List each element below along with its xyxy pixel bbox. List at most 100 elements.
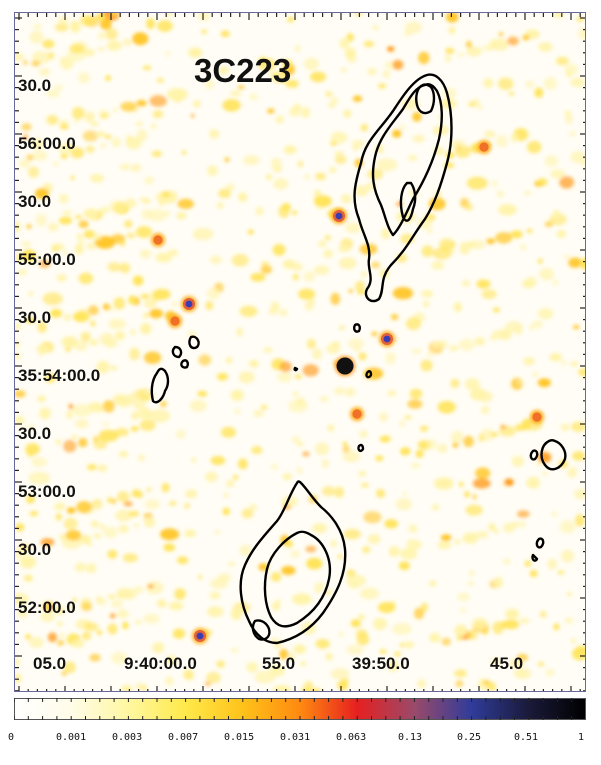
noise-blob xyxy=(209,255,222,264)
noise-blob xyxy=(489,335,496,341)
noise-blob xyxy=(119,163,131,171)
noise-blob xyxy=(463,435,474,448)
noise-blob xyxy=(15,673,22,684)
noise-blob xyxy=(71,404,93,417)
nucleus-source xyxy=(335,356,355,376)
noise-blob xyxy=(99,206,110,214)
noise-blob xyxy=(308,298,316,304)
noise-blob xyxy=(79,14,96,26)
noise-blob xyxy=(432,341,439,348)
noise-blob xyxy=(25,634,32,640)
noise-blob xyxy=(559,176,574,189)
noise-blob xyxy=(91,520,99,528)
noise-blob xyxy=(315,442,329,456)
noise-blob xyxy=(509,658,525,669)
noise-blob xyxy=(503,619,520,630)
noise-blob xyxy=(78,437,88,448)
noise-blob xyxy=(107,549,118,559)
noise-blob xyxy=(574,488,585,500)
noise-blob xyxy=(171,302,178,306)
noise-blob xyxy=(532,371,539,378)
noise-blob xyxy=(143,516,156,528)
noise-blob xyxy=(191,457,196,463)
noise-blob xyxy=(346,644,364,655)
noise-blob xyxy=(238,371,255,384)
noise-blob xyxy=(465,378,480,391)
noise-blob xyxy=(93,532,102,539)
noise-blob xyxy=(140,293,150,300)
noise-blob xyxy=(210,455,226,466)
noise-blob xyxy=(472,478,491,489)
noise-blob xyxy=(92,233,102,241)
noise-blob xyxy=(508,91,515,96)
noise-blob xyxy=(185,489,197,499)
noise-blob xyxy=(223,492,229,498)
noise-blob xyxy=(557,570,565,575)
noise-blob xyxy=(511,455,524,467)
noise-blob xyxy=(431,260,444,270)
noise-blob xyxy=(497,190,504,198)
noise-blob xyxy=(564,617,574,624)
radio-contour xyxy=(399,181,417,222)
noise-blob xyxy=(71,639,85,648)
noise-blob xyxy=(120,101,137,112)
noise-blob xyxy=(556,56,569,66)
noise-blob xyxy=(107,594,117,600)
noise-blob xyxy=(143,613,160,624)
noise-blob xyxy=(422,300,430,308)
noise-blob xyxy=(432,504,440,511)
noise-blob xyxy=(55,439,62,445)
noise-blob xyxy=(361,271,367,277)
noise-blob xyxy=(323,249,334,258)
radio-contour xyxy=(535,537,545,549)
noise-blob xyxy=(392,287,414,300)
noise-blob xyxy=(477,433,485,443)
noise-blob xyxy=(450,139,465,150)
noise-blob xyxy=(23,574,33,582)
noise-blob xyxy=(26,224,32,229)
noise-blob xyxy=(250,272,266,282)
noise-blob xyxy=(292,391,299,397)
noise-blob xyxy=(343,109,352,119)
noise-blob xyxy=(270,158,282,170)
noise-blob xyxy=(28,636,44,648)
noise-blob xyxy=(89,339,99,346)
noise-blob xyxy=(69,43,85,54)
colorbar-tick-label: 0.001 xyxy=(56,732,87,743)
noise-blob xyxy=(303,271,316,282)
noise-blob xyxy=(567,592,572,597)
noise-blob xyxy=(291,436,300,444)
noise-blob xyxy=(297,160,304,168)
noise-blob xyxy=(388,546,400,557)
noise-blob xyxy=(149,308,164,319)
noise-blob xyxy=(206,671,221,684)
noise-blob xyxy=(35,213,47,227)
noise-blob xyxy=(53,161,58,167)
noise-blob xyxy=(228,561,236,567)
noise-blob xyxy=(108,200,126,214)
noise-blob xyxy=(88,212,96,221)
noise-blob xyxy=(90,320,96,327)
noise-blob xyxy=(21,123,32,131)
noise-blob xyxy=(382,70,390,79)
noise-blob xyxy=(207,287,220,300)
noise-blob xyxy=(40,538,55,547)
noise-blob xyxy=(26,450,34,458)
noise-blob xyxy=(152,642,165,654)
noise-blob xyxy=(359,430,368,438)
noise-blob xyxy=(29,30,44,44)
noise-blob xyxy=(251,446,263,455)
noise-blob xyxy=(429,633,441,643)
noise-blob xyxy=(265,174,273,181)
noise-blob xyxy=(225,184,235,191)
noise-blob xyxy=(225,357,233,364)
noise-blob xyxy=(469,570,475,576)
noise-blob xyxy=(291,210,298,215)
noise-blob xyxy=(519,617,530,625)
noise-blob xyxy=(436,340,448,349)
noise-blob xyxy=(526,228,533,234)
noise-blob xyxy=(338,257,357,270)
noise-blob xyxy=(516,379,524,385)
noise-blob xyxy=(549,213,567,226)
noise-blob xyxy=(216,202,225,209)
